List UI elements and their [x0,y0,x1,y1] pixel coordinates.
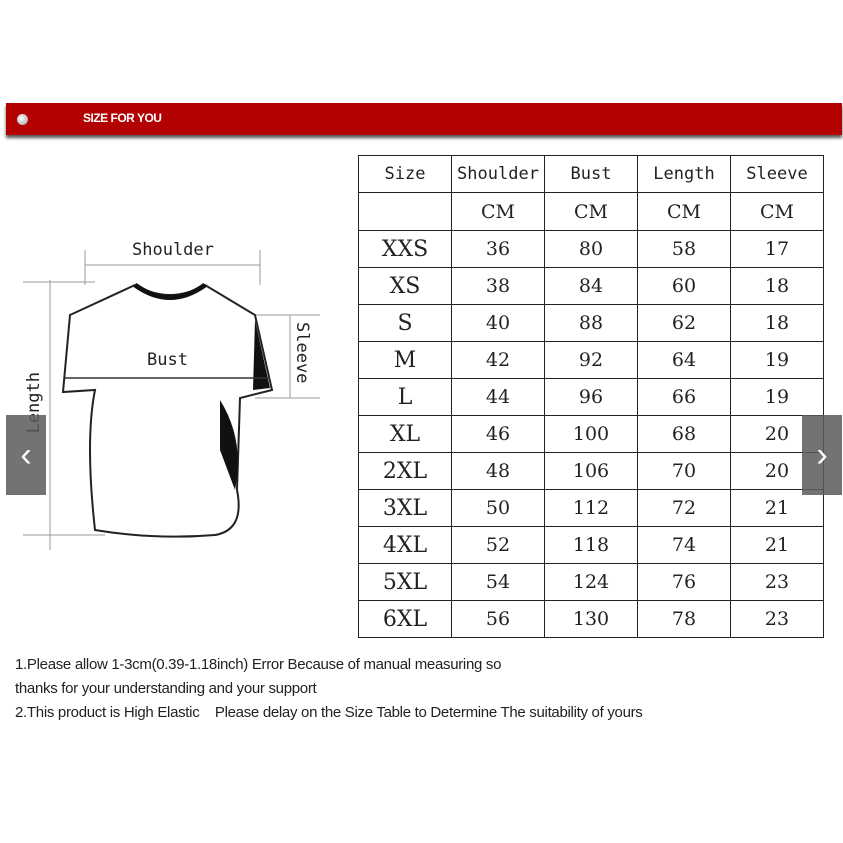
value-cell: 76 [637,563,731,601]
value-cell: 70 [637,452,731,490]
table-row: 4XL 52 118 74 21 [358,526,824,564]
table-row: XL 46 100 68 20 [358,415,824,453]
size-table: Size Shoulder Bust Length Sleeve CM CM C… [358,155,824,638]
header-cell: Bust [544,155,638,193]
unit-cell [358,192,452,231]
units-row: CM CM CM CM [358,192,824,231]
chevron-left-icon: ‹ [20,435,32,474]
value-cell: 124 [544,563,638,601]
value-cell: 52 [451,526,545,564]
header-cell: Length [637,155,731,193]
notes: 1.Please allow 1-3cm(0.39-1.18inch) Erro… [15,653,643,725]
size-cell: 6XL [358,600,452,638]
value-cell: 54 [451,563,545,601]
value-cell: 44 [451,378,545,416]
value-cell: 100 [544,415,638,453]
table-row: 2XL 48 106 70 20 [358,452,824,490]
size-cell: L [358,378,452,416]
value-cell: 21 [730,489,824,527]
carousel-prev-button[interactable]: ‹ [6,415,46,495]
value-cell: 66 [637,378,731,416]
table-row: L 44 96 66 19 [358,378,824,416]
table-row: XXS 36 80 58 17 [358,230,824,268]
value-cell: 19 [730,378,824,416]
shoulder-label: Shoulder [132,240,214,260]
value-cell: 74 [637,526,731,564]
value-cell: 88 [544,304,638,342]
value-cell: 68 [637,415,731,453]
table-row: 3XL 50 112 72 21 [358,489,824,527]
value-cell: 92 [544,341,638,379]
value-cell: 19 [730,341,824,379]
value-cell: 18 [730,304,824,342]
table-row: S 40 88 62 18 [358,304,824,342]
value-cell: 18 [730,267,824,305]
unit-cell: CM [451,192,545,231]
note-line: 1.Please allow 1-3cm(0.39-1.18inch) Erro… [15,656,502,673]
value-cell: 40 [451,304,545,342]
value-cell: 60 [637,267,731,305]
value-cell: 21 [730,526,824,564]
table-header-row: Size Shoulder Bust Length Sleeve [358,155,824,193]
value-cell: 72 [637,489,731,527]
value-cell: 106 [544,452,638,490]
value-cell: 80 [544,230,638,268]
size-cell: 4XL [358,526,452,564]
value-cell: 64 [637,341,731,379]
value-cell: 96 [544,378,638,416]
size-cell: 2XL [358,452,452,490]
value-cell: 48 [451,452,545,490]
size-cell: XXS [358,230,452,268]
size-cell: 3XL [358,489,452,527]
header-cell: Size [358,155,452,193]
tshirt-diagram [23,250,320,550]
chevron-right-icon: › [816,435,828,474]
size-cell: M [358,341,452,379]
value-cell: 62 [637,304,731,342]
value-cell: 56 [451,600,545,638]
value-cell: 38 [451,267,545,305]
value-cell: 130 [544,600,638,638]
note-line: thanks for your understanding and your s… [15,680,317,697]
value-cell: 84 [544,267,638,305]
bullet-icon [17,114,28,125]
unit-cell: CM [730,192,824,231]
value-cell: 118 [544,526,638,564]
size-cell: XS [358,267,452,305]
table-row: M 42 92 64 19 [358,341,824,379]
note-line: 2.This product is High Elastic Please de… [15,704,643,721]
value-cell: 23 [730,600,824,638]
table-row: 6XL 56 130 78 23 [358,600,824,638]
sleeve-label: Sleeve [292,322,312,384]
carousel-next-button[interactable]: › [802,415,842,495]
value-cell: 50 [451,489,545,527]
value-cell: 17 [730,230,824,268]
header-banner: SIZE FOR YOU [6,103,842,135]
value-cell: 58 [637,230,731,268]
value-cell: 78 [637,600,731,638]
table-row: 5XL 54 124 76 23 [358,563,824,601]
value-cell: 36 [451,230,545,268]
value-cell: 23 [730,563,824,601]
size-cell: S [358,304,452,342]
banner-title: SIZE FOR YOU [83,111,162,125]
value-cell: 42 [451,341,545,379]
value-cell: 112 [544,489,638,527]
header-cell: Shoulder [451,155,545,193]
bust-label: Bust [147,350,188,370]
unit-cell: CM [637,192,731,231]
header-cell: Sleeve [730,155,824,193]
size-cell: XL [358,415,452,453]
value-cell: 46 [451,415,545,453]
table-row: XS 38 84 60 18 [358,267,824,305]
unit-cell: CM [544,192,638,231]
size-cell: 5XL [358,563,452,601]
